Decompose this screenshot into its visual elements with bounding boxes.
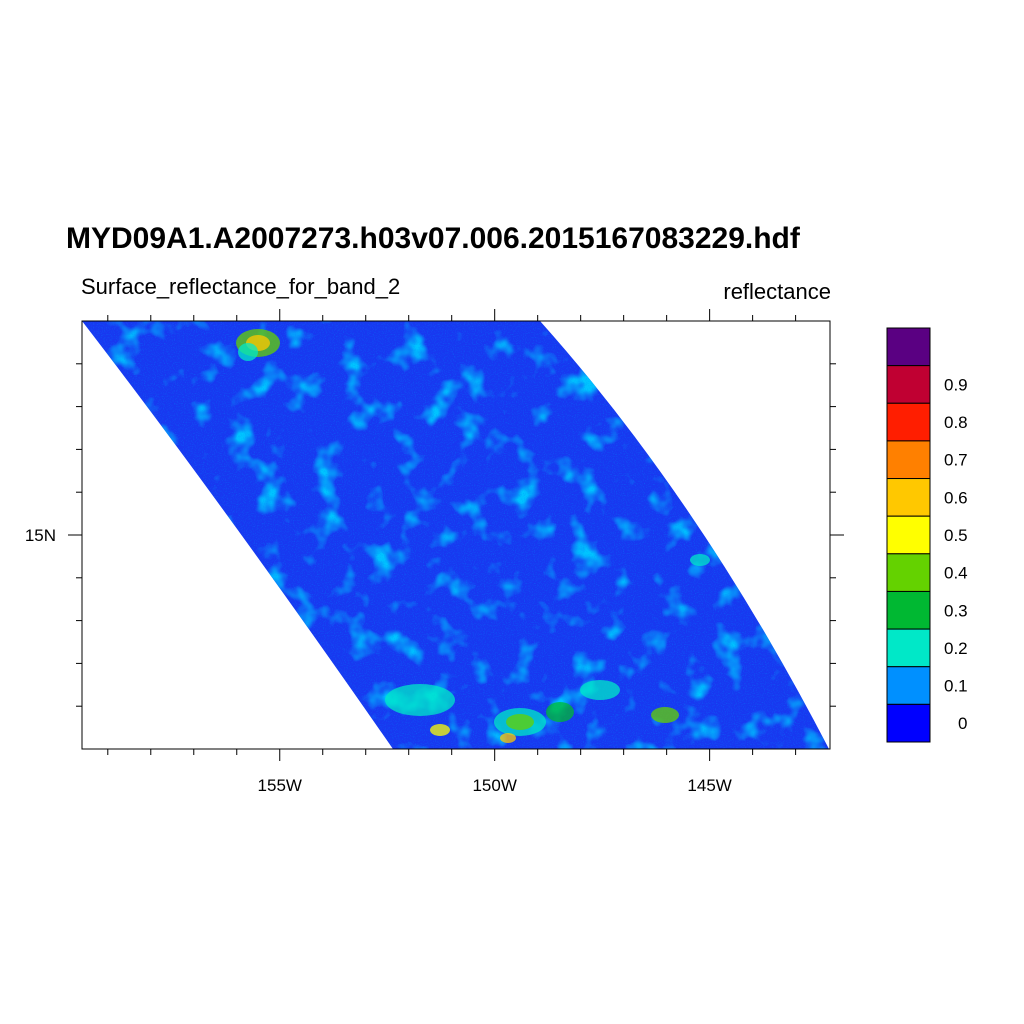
reflectance-patch bbox=[651, 707, 679, 723]
colorbar-swatch bbox=[886, 402, 931, 442]
axis-ticks bbox=[68, 309, 844, 761]
lon-tick-label: 155W bbox=[258, 776, 302, 795]
colorbar-label: 0.7 bbox=[944, 451, 968, 470]
lon-tick-label: 150W bbox=[472, 776, 516, 795]
colorbar-swatch bbox=[886, 440, 931, 480]
units-label: reflectance bbox=[723, 279, 831, 304]
reflectance-patch bbox=[690, 554, 710, 566]
colorbar-label: 0.5 bbox=[944, 526, 968, 545]
colorbar-label: 0.9 bbox=[944, 376, 968, 395]
colorbar-swatch bbox=[886, 553, 931, 592]
colorbar-swatch bbox=[886, 365, 931, 404]
reflectance-patch bbox=[430, 724, 450, 736]
colorbar-label: 0.4 bbox=[944, 564, 968, 583]
colorbar: 0 0.1 0.2 0.3 0.4 0.5 0.6 0.7 0.8 0.9 bbox=[886, 327, 968, 743]
variable-name: Surface_reflectance_for_band_2 bbox=[81, 274, 401, 299]
colorbar-label: 0 bbox=[958, 714, 967, 733]
colorbar-swatch bbox=[886, 703, 931, 743]
lat-tick-label: 15N bbox=[25, 526, 56, 545]
reflectance-patch bbox=[500, 733, 516, 743]
reflectance-patch bbox=[546, 702, 574, 722]
colorbar-label: 0.8 bbox=[944, 413, 968, 432]
reflectance-patch bbox=[385, 684, 455, 716]
lon-tick-label: 145W bbox=[687, 776, 731, 795]
colorbar-swatch bbox=[886, 327, 931, 367]
axis-tick-labels: 155W 150W 145W 15N bbox=[25, 526, 732, 795]
colorbar-label: 0.2 bbox=[944, 639, 968, 658]
plot-title: MYD09A1.A2007273.h03v07.006.201516708322… bbox=[66, 222, 800, 255]
colorbar-swatch bbox=[886, 666, 931, 705]
colorbar-label: 0.1 bbox=[944, 677, 968, 696]
colorbar-label: 0.3 bbox=[944, 601, 968, 620]
colorbar-label: 0.6 bbox=[944, 488, 968, 507]
reflectance-patch bbox=[580, 680, 620, 700]
colorbar-swatch bbox=[886, 515, 931, 555]
reflectance-patch bbox=[506, 714, 534, 730]
map-frame: 155W 150W 145W 15N bbox=[25, 309, 844, 795]
colorbar-swatch bbox=[886, 478, 931, 517]
reflectance-patch bbox=[238, 343, 258, 361]
colorbar-swatch bbox=[886, 628, 931, 668]
colorbar-swatch bbox=[886, 590, 931, 630]
